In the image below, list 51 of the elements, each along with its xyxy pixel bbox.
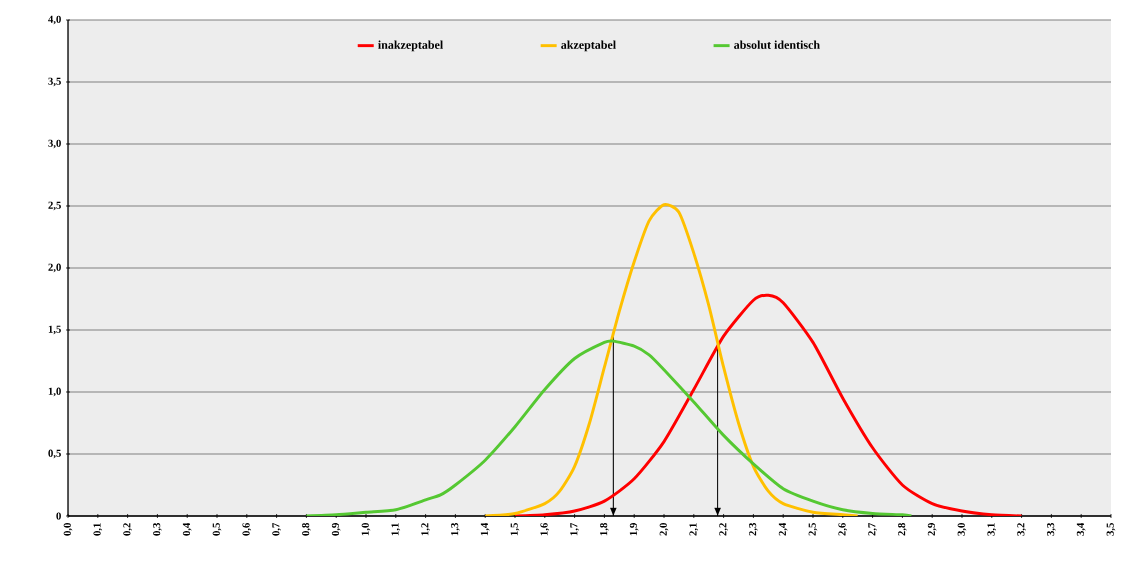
x-tick-label: 1,7 xyxy=(570,522,579,536)
line-series xyxy=(304,339,913,516)
x-tick-label: 1,9 xyxy=(629,523,639,536)
x-tick-label: 2,7 xyxy=(868,522,877,536)
y-tick-label: 0 xyxy=(56,512,61,520)
x-tick-label: 2,1 xyxy=(689,523,699,536)
x-tick-label: 0,1 xyxy=(93,523,103,536)
x-tick-label: 1,0 xyxy=(361,523,371,536)
x-tick-label: 1,2 xyxy=(421,523,430,536)
x-tick-label: 1,5 xyxy=(510,523,520,536)
x-tick-label: 3,3 xyxy=(1047,523,1056,536)
x-tick-label: 2,4 xyxy=(778,522,788,536)
legend-label: absolut identisch xyxy=(734,40,820,49)
y-tick-label: 3,0 xyxy=(48,139,61,149)
x-tick-label: 1,1 xyxy=(391,523,401,536)
x-tick-label: 1,6 xyxy=(540,523,550,536)
y-tick-label: 2,0 xyxy=(48,263,61,273)
y-tick-label: 4,0 xyxy=(48,15,61,25)
x-tick-label: 1,8 xyxy=(600,523,609,536)
x-tick-label: 2,6 xyxy=(838,523,848,536)
x-tick-label: 3,4 xyxy=(1076,522,1086,536)
x-tick-label: 1,4 xyxy=(480,522,490,536)
x-tick-label: 2,0 xyxy=(659,523,669,536)
y-tick-label: 2,5 xyxy=(48,201,61,211)
x-tick-label: 0,8 xyxy=(302,523,311,536)
x-tick-label: 0,0 xyxy=(63,523,73,536)
x-tick-label: 3,1 xyxy=(987,523,997,536)
x-tick-label: 0,4 xyxy=(182,522,192,536)
x-tick-label: 0,7 xyxy=(272,522,281,536)
x-tick-label: 1,3 xyxy=(451,523,460,536)
x-tick-label: 2,8 xyxy=(898,523,907,536)
x-tick-label: 0,9 xyxy=(331,523,341,536)
x-tick-label: 2,2 xyxy=(719,523,728,536)
x-tick-label: 3,0 xyxy=(957,523,967,536)
y-tick-label: 1,0 xyxy=(48,387,61,397)
legend-label: akzeptabel xyxy=(561,40,616,52)
x-tick-label: 3,2 xyxy=(1017,523,1026,536)
x-tick-label: 0,6 xyxy=(242,523,252,536)
x-tick-label: 3,5 xyxy=(1106,523,1116,536)
y-tick-label: 0,5 xyxy=(48,449,61,459)
legend-label: inakzeptabel xyxy=(378,40,443,52)
x-tick-label: 2,5 xyxy=(808,523,818,536)
y-tick-label: 1,5 xyxy=(48,325,61,335)
x-tick-label: 0,2 xyxy=(123,523,132,536)
line-series xyxy=(483,203,860,516)
x-tick-label: 2,3 xyxy=(749,523,758,536)
x-tick-label: 0,5 xyxy=(212,523,222,536)
x-tick-label: 0,3 xyxy=(153,523,162,536)
line-series xyxy=(513,293,1024,516)
x-tick-label: 2,9 xyxy=(927,523,937,536)
y-tick-label: 3,5 xyxy=(48,77,61,87)
